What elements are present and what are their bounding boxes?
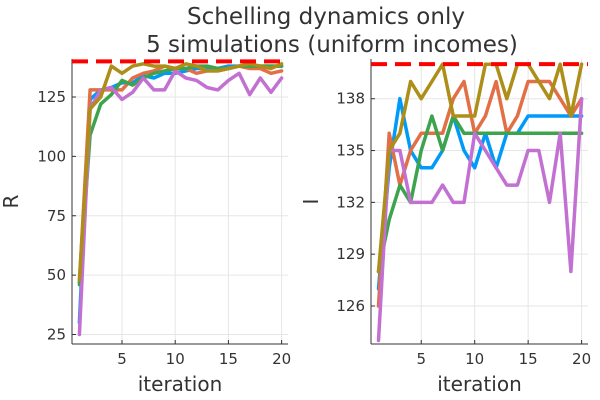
y-tick-label: 138 — [336, 90, 365, 108]
series-line-purple — [77, 69, 284, 337]
series-line-olive — [77, 62, 284, 282]
x-tick-label: 20 — [572, 350, 591, 368]
y-tick-label: 25 — [47, 326, 66, 344]
y-tick-label: 100 — [37, 147, 66, 165]
y-axis-label: R — [0, 194, 23, 208]
figure-title-line-2: 5 simulations (uniform incomes) — [146, 32, 518, 58]
y-tick-label: 125 — [37, 88, 66, 106]
x-tick-label: 10 — [465, 350, 484, 368]
y-tick-label: 50 — [47, 266, 66, 284]
series-line-purple — [376, 96, 584, 343]
series-line-orange — [77, 64, 284, 285]
x-tick-label: 5 — [117, 350, 127, 368]
y-tick-label: 132 — [336, 193, 365, 211]
y-tick-label: 129 — [336, 245, 365, 263]
y-tick-label: 75 — [47, 207, 66, 225]
series-line-olive — [376, 62, 584, 274]
y-axis-label: I — [299, 199, 323, 205]
panel-r: 5 10 15 20 25 50 75 100 125 iteration R — [0, 59, 291, 396]
x-tick-label: 15 — [219, 350, 238, 368]
y-tick-label: 135 — [336, 142, 365, 160]
x-tick-label: 5 — [416, 350, 426, 368]
figure-title-line-1: Schelling dynamics only — [187, 4, 465, 30]
x-tick-label: 20 — [272, 350, 291, 368]
x-axis-label: iteration — [138, 372, 223, 396]
series-line-orange — [376, 79, 584, 308]
series-line-blue — [376, 96, 584, 291]
series-line-green — [77, 64, 284, 287]
y-tick-label: 126 — [336, 297, 365, 315]
panel-i: 5 10 15 20 126 129 132 135 138 iteration I — [299, 59, 591, 396]
x-tick-label: 15 — [519, 350, 538, 368]
series-line-green — [376, 114, 584, 274]
x-tick-label: 10 — [166, 350, 185, 368]
series-line-blue — [77, 64, 284, 325]
x-axis-label: iteration — [437, 372, 522, 396]
